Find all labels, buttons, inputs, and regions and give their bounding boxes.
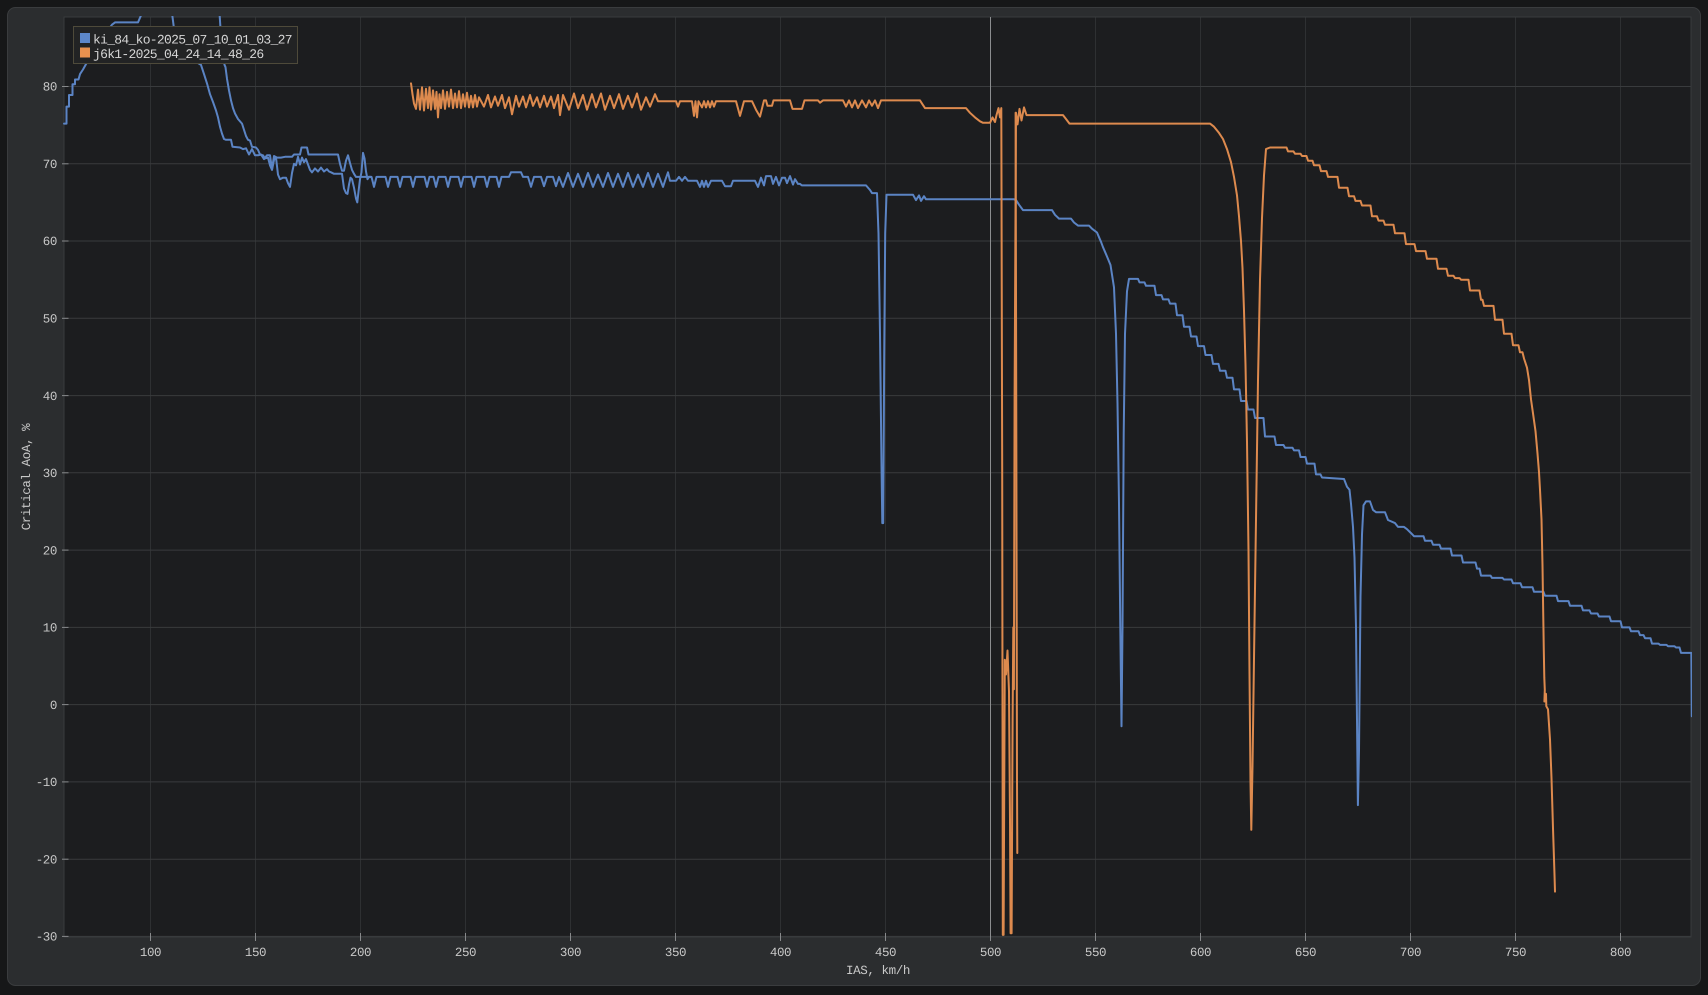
svg-text:700: 700 xyxy=(1400,946,1421,960)
svg-text:10: 10 xyxy=(43,622,57,636)
svg-text:70: 70 xyxy=(43,158,57,172)
svg-text:Critical AoA, %: Critical AoA, % xyxy=(20,423,34,530)
svg-text:-10: -10 xyxy=(36,776,57,790)
svg-text:200: 200 xyxy=(350,946,371,960)
svg-text:550: 550 xyxy=(1085,946,1106,960)
svg-text:250: 250 xyxy=(455,946,476,960)
svg-text:IAS, km/h: IAS, km/h xyxy=(846,964,910,978)
svg-text:500: 500 xyxy=(980,946,1001,960)
svg-text:750: 750 xyxy=(1505,946,1526,960)
svg-text:20: 20 xyxy=(43,544,57,558)
svg-text:0: 0 xyxy=(50,699,57,713)
svg-text:40: 40 xyxy=(43,390,57,404)
svg-text:300: 300 xyxy=(560,946,581,960)
svg-text:800: 800 xyxy=(1610,946,1631,960)
svg-text:350: 350 xyxy=(665,946,686,960)
svg-text:-30: -30 xyxy=(36,931,57,945)
svg-text:50: 50 xyxy=(43,313,57,327)
svg-text:60: 60 xyxy=(43,235,57,249)
svg-text:-20: -20 xyxy=(36,853,57,867)
svg-text:j6k1-2025_04_24_14_48_26: j6k1-2025_04_24_14_48_26 xyxy=(93,47,263,62)
svg-text:150: 150 xyxy=(245,946,266,960)
svg-text:80: 80 xyxy=(43,81,57,95)
svg-text:ki_84_ko-2025_07_10_01_03_27: ki_84_ko-2025_07_10_01_03_27 xyxy=(93,33,292,48)
svg-text:650: 650 xyxy=(1295,946,1316,960)
svg-text:30: 30 xyxy=(43,467,57,481)
svg-text:450: 450 xyxy=(875,946,896,960)
svg-text:400: 400 xyxy=(770,946,791,960)
svg-text:600: 600 xyxy=(1190,946,1211,960)
svg-text:100: 100 xyxy=(140,946,161,960)
